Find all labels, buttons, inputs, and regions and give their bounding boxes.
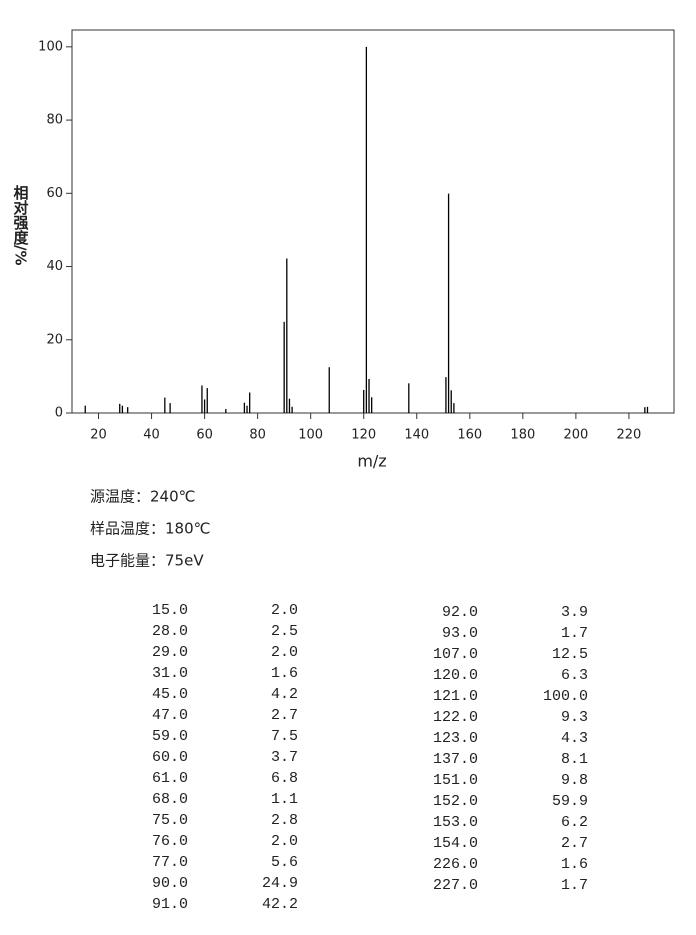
table-intensity: 2.8 [271,812,298,829]
table-mz: 90.0 [152,875,188,892]
table-intensity: 59.9 [552,793,588,810]
table-mz: 123.0 [433,730,478,747]
table-intensity: 2.7 [271,707,298,724]
table-mz: 31.0 [152,665,188,682]
x-tick-label: 40 [143,428,160,443]
table-mz: 28.0 [152,623,188,640]
table-mz: 107.0 [433,646,478,663]
table-mz: 152.0 [433,793,478,810]
table-intensity: 2.0 [271,644,298,661]
table-mz: 154.0 [433,835,478,852]
table-mz: 153.0 [433,814,478,831]
table-intensity: 12.5 [552,646,588,663]
table-mz: 227.0 [433,877,478,894]
plot-frame [71,29,675,414]
table-mz: 76.0 [152,833,188,850]
x-tick-label: 100 [298,428,323,443]
table-intensity: 4.3 [561,730,588,747]
table-intensity: 2.0 [271,833,298,850]
table-mz: 15.0 [152,602,188,619]
table-mz: 91.0 [152,896,188,913]
table-mz: 93.0 [442,625,478,642]
table-intensity: 100.0 [543,688,588,705]
table-intensity: 1.1 [271,791,298,808]
table-mz: 47.0 [152,707,188,724]
table-intensity: 8.1 [561,751,588,768]
table-intensity: 2.7 [561,835,588,852]
y-tick-label: 20 [46,332,63,347]
table-intensity: 6.2 [561,814,588,831]
x-tick-label: 140 [404,428,429,443]
table-mz: 151.0 [433,772,478,789]
table-mz: 61.0 [152,770,188,787]
table-mz: 77.0 [152,854,188,871]
table-mz: 45.0 [152,686,188,703]
y-tick-label: 100 [38,39,63,54]
table-intensity: 1.7 [561,625,588,642]
table-intensity: 2.0 [271,602,298,619]
x-tick-label: 20 [90,428,107,443]
table-mz: 59.0 [152,728,188,745]
condition: 源温度：240℃ [90,488,195,506]
x-axis-label: m/z [357,452,386,471]
table-mz: 60.0 [152,749,188,766]
table-mz: 226.0 [433,856,478,873]
y-tick-label: 0 [55,406,63,421]
table-mz: 137.0 [433,751,478,768]
table-intensity: 5.6 [271,854,298,871]
table-mz: 121.0 [433,688,478,705]
table-mz: 29.0 [152,644,188,661]
table-intensity: 24.9 [262,875,298,892]
table-mz: 120.0 [433,667,478,684]
table-mz: 68.0 [152,791,188,808]
x-tick-label: 180 [510,428,535,443]
condition: 样品温度：180℃ [90,520,210,538]
x-tick-label: 200 [563,428,588,443]
x-tick-label: 120 [351,428,376,443]
table-mz: 92.0 [442,604,478,621]
table-intensity: 9.8 [561,772,588,789]
table-intensity: 1.7 [561,877,588,894]
table-mz: 75.0 [152,812,188,829]
table-intensity: 7.5 [271,728,298,745]
x-tick-label: 60 [196,428,213,443]
y-tick-label: 60 [46,186,63,201]
table-intensity: 2.5 [271,623,298,640]
table-intensity: 4.2 [271,686,298,703]
x-tick-label: 220 [617,428,642,443]
table-intensity: 9.3 [561,709,588,726]
y-tick-label: 80 [46,113,63,128]
table-intensity: 6.8 [271,770,298,787]
table-intensity: 42.2 [262,896,298,913]
table-intensity: 1.6 [561,856,588,873]
condition: 电子能量：75eV [90,552,204,570]
table-intensity: 6.3 [561,667,588,684]
table-mz: 122.0 [433,709,478,726]
x-tick-label: 80 [249,428,266,443]
table-intensity: 3.9 [561,604,588,621]
table-intensity: 1.6 [271,665,298,682]
table-intensity: 3.7 [271,749,298,766]
y-axis-label: 相对强度/% [12,184,30,265]
y-tick-label: 40 [46,259,63,274]
x-tick-label: 160 [457,428,482,443]
